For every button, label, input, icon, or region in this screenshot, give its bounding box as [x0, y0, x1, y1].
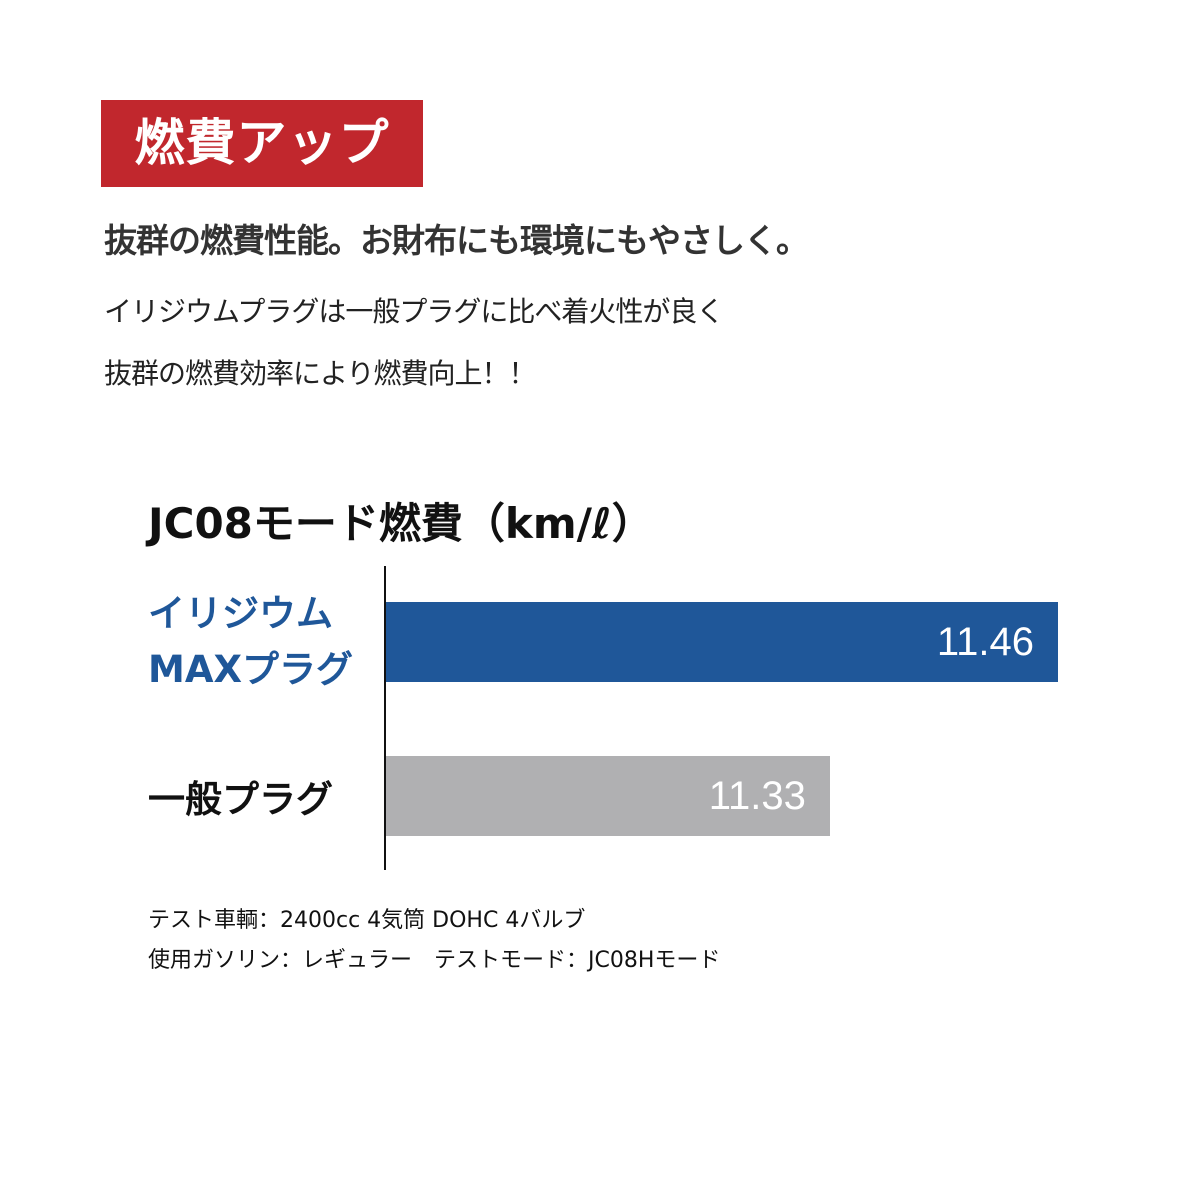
category-label-line: イリジウム: [148, 592, 333, 635]
chart-title: JC08モード燃費（km/ℓ）: [148, 499, 654, 548]
value-label-standard: 11.33: [708, 774, 806, 818]
chart-axis: [384, 566, 386, 870]
footnote-2: 使用ガソリン：レギュラー テストモード：JC08Hモード: [148, 948, 721, 973]
category-label-iridium: イリジウム MAXプラグ: [148, 586, 353, 698]
category-label-standard: 一般プラグ: [148, 772, 333, 828]
value-label-iridium: 11.46: [936, 620, 1034, 664]
body-line-1: イリジウムプラグは一般プラグに比べ着火性が良く: [104, 295, 724, 328]
subtitle: 抜群の燃費性能。お財布にも環境にもやさしく。: [104, 221, 809, 260]
bar-standard: 11.33: [386, 756, 830, 836]
category-label-line: 一般プラグ: [148, 778, 333, 821]
footnote-1: テスト車輌：2400cc 4気筒 DOHC 4バルブ: [148, 908, 586, 933]
section-badge: 燃費アップ: [101, 100, 423, 187]
category-label-line: MAXプラグ: [148, 648, 353, 691]
bar-iridium: 11.46: [386, 602, 1058, 682]
body-line-2: 抜群の燃費効率により燃費向上！！: [104, 357, 536, 390]
